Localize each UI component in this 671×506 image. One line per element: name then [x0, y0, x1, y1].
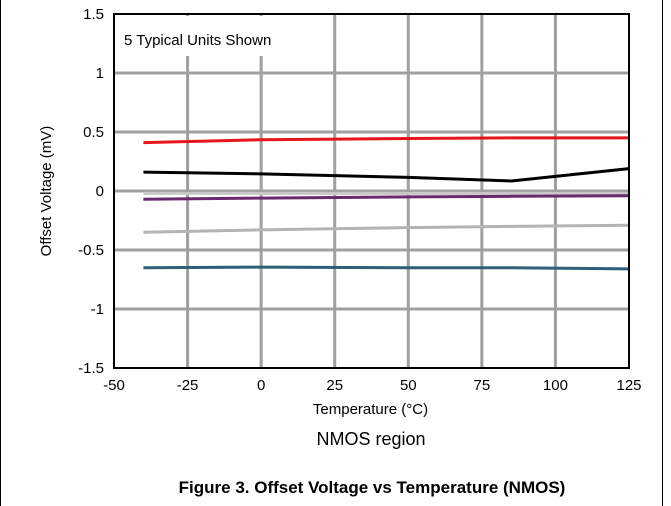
y-tick-labels: 1.5 1 0.5 0 -0.5 -1 -1.5: [78, 6, 104, 377]
series-line-4: [143, 194, 630, 201]
series-line-6: [143, 265, 630, 271]
figure-caption: Figure 3. Offset Voltage vs Temperature …: [179, 478, 566, 497]
annotation-text: 5 Typical Units Shown: [124, 32, 271, 49]
x-tick-label: 75: [474, 377, 491, 394]
y-tick-label: 1.5: [83, 6, 104, 23]
y-tick-label: 0.5: [83, 124, 104, 141]
y-tick-label: -1: [91, 301, 104, 318]
region-label: NMOS region: [316, 429, 425, 449]
x-tick-label: -25: [177, 377, 199, 394]
x-tick-label: 25: [326, 377, 343, 394]
x-axis-label: Temperature (°C): [313, 401, 428, 418]
series-line-2: [143, 167, 630, 183]
y-tick-label: 1: [96, 65, 104, 82]
x-tick-label: 0: [257, 377, 265, 394]
y-tick-label: -1.5: [78, 360, 104, 377]
y-tick-label: 0: [96, 183, 104, 200]
y-tick-label: -0.5: [78, 242, 104, 259]
x-tick-label: 100: [543, 377, 568, 394]
plot-border: [113, 13, 630, 369]
series-line-5: [143, 223, 630, 234]
x-tick-label: 125: [616, 377, 641, 394]
x-tick-labels: -50 -25 0 25 50 75 100 125: [103, 377, 641, 394]
series-line-1: [143, 136, 629, 145]
x-tick-label: 50: [400, 377, 417, 394]
series-lines: [143, 136, 630, 271]
y-axis-label: Offset Voltage (mV): [38, 126, 55, 257]
grid-lines: [114, 14, 629, 368]
x-tick-label: -50: [103, 377, 125, 394]
annotation-background: [116, 16, 321, 56]
